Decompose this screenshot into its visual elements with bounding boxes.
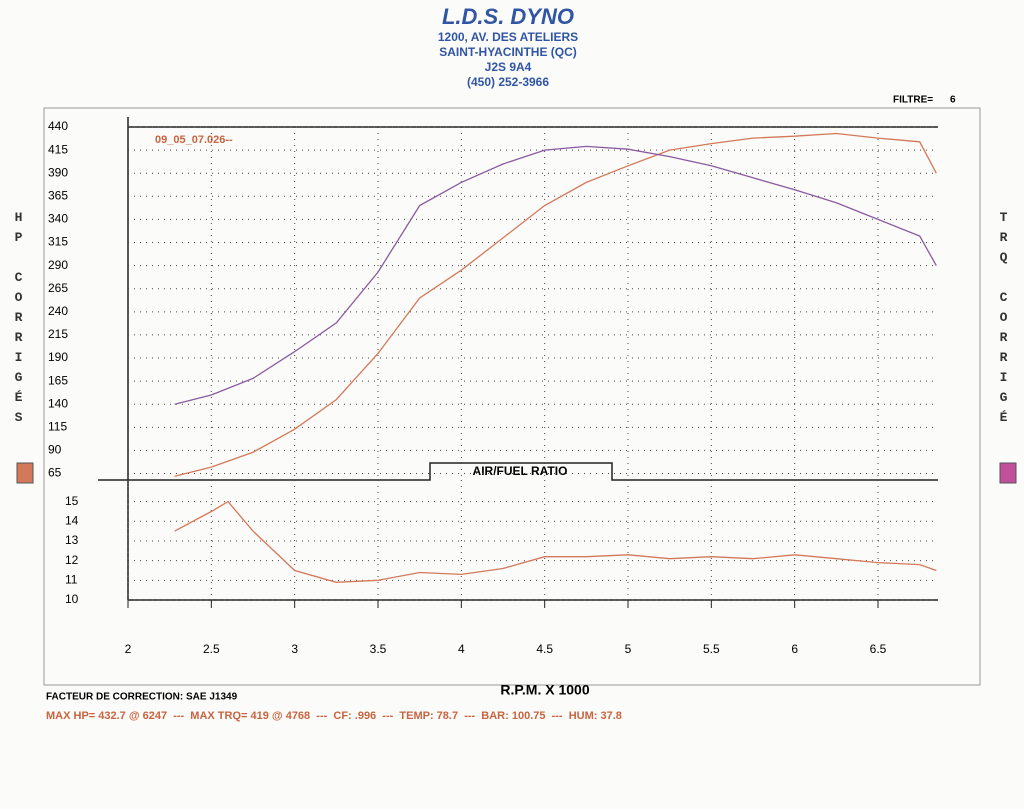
y-tick-label: 115 [48,419,67,433]
y-tick-label: 390 [48,165,68,179]
y-tick-label: 11 [65,572,78,586]
panel-divider [98,462,938,481]
frame [43,107,981,686]
y-tick-label: 15 [65,494,79,508]
x-tick-label: 6.5 [870,642,887,656]
address: SAINT-HYACINTHE (QC) [439,45,577,59]
data-line [174,132,937,477]
address: (450) 252-3966 [467,75,549,89]
legend-swatch [999,462,1017,484]
title: L.D.S. DYNO [442,4,574,29]
address: J2S 9A4 [485,60,532,74]
x-tick-label: 5 [625,642,632,656]
y-tick-label: 190 [48,350,68,364]
y-tick-label: 415 [48,142,68,156]
filter-label: FILTRE= [893,95,933,106]
afr-title: AIR/FUEL RATIO [473,464,568,478]
y-tick-label: 290 [48,258,68,272]
y-tick-label: 140 [48,396,68,410]
y-tick-label: 14 [65,513,79,527]
y-tick-label: 365 [48,188,68,202]
filter-value: 6 [950,95,956,106]
correction: FACTEUR DE CORRECTION: SAE J1349 [46,692,238,703]
y-tick-label: 165 [48,373,68,387]
data-line [174,145,937,405]
summary: MAX HP= 432.7 @ 6247 --- MAX TRQ= 419 @ … [46,710,622,722]
run-label: 09_05_07.026-- [155,134,233,146]
x-tick-label: 3.5 [370,642,387,656]
x-tick-label: 4 [458,642,465,656]
y-tick-label: 65 [48,466,62,480]
y-tick-label: 12 [65,553,79,567]
y-tick-label: 440 [48,119,68,133]
x-axis-label: R.P.M. X 1000 [500,682,589,698]
y-tick-label: 215 [48,327,68,341]
y-tick-label: 90 [48,443,62,457]
y-tick-label: 315 [48,235,68,249]
legend-swatch [16,462,34,484]
y-tick-label: 340 [48,212,68,226]
address: 1200, AV. DES ATELIERS [438,30,578,44]
x-tick-label: 2.5 [203,642,220,656]
data-line [174,500,937,583]
y-axis-label: HP CORRIGÉS [11,210,26,430]
x-tick-label: 6 [791,642,798,656]
x-tick-label: 2 [125,642,132,656]
y-tick-label: 265 [48,281,68,295]
y-tick-label: 13 [65,533,79,547]
x-tick-label: 4.5 [536,642,553,656]
y-tick-label: 240 [48,304,68,318]
x-tick-label: 5.5 [703,642,720,656]
y-tick-label: 10 [65,592,79,606]
y2-axis-label: TRQ CORRIGÉ [996,210,1011,430]
x-tick-label: 3 [291,642,298,656]
